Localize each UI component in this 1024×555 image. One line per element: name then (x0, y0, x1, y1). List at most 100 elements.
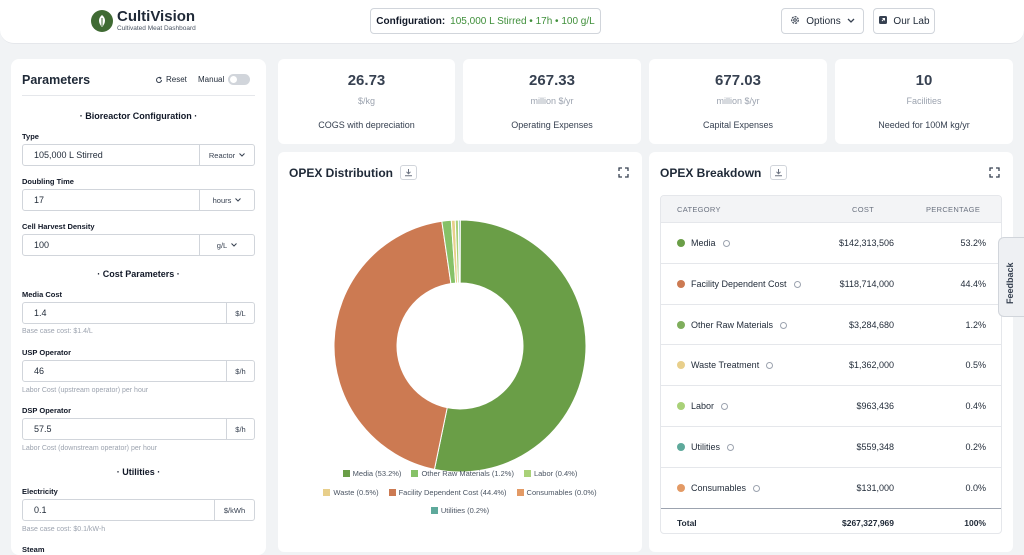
row-percentage: 44.4% (960, 279, 986, 289)
row-cost: $131,000 (856, 483, 894, 493)
legend-swatch (516, 489, 524, 496)
row-percentage: 0.4% (965, 401, 986, 411)
legend-item-consumables[interactable]: Consumables (0.0%) (516, 488, 597, 497)
electricity-hint: Base case cost: $0.1/kW-h (22, 526, 106, 533)
usp-operator-input[interactable]: 46 $/h (22, 360, 255, 382)
fullscreen-icon[interactable] (989, 167, 1000, 178)
media-cost-input[interactable]: 1.4 $/L (22, 302, 255, 324)
doubling-unit-label: hours (212, 195, 232, 205)
configuration-summary: Configuration: 105,000 L Stirred • 17h •… (370, 8, 601, 34)
row-percentage: 53.2% (960, 238, 986, 248)
donut-slice-facility-dependent-cost[interactable] (333, 220, 452, 470)
top-header: CultiVision Cultivated Meat Dashboard Co… (0, 0, 1024, 44)
options-button[interactable]: Options (781, 8, 864, 34)
reactor-unit: Reactor (199, 145, 254, 165)
row-category: Other Raw Materials (691, 320, 774, 330)
manual-toggle[interactable] (228, 74, 251, 85)
info-icon[interactable] (780, 321, 788, 329)
header-cost: COST (852, 205, 875, 214)
our-lab-button[interactable]: Our Lab (873, 8, 935, 34)
doubling-time-label: Doubling Time (22, 177, 74, 186)
reset-button[interactable]: Reset (155, 75, 187, 84)
legend-label: Media (53.2%) (352, 469, 402, 478)
feedback-tab[interactable]: Feedback (998, 237, 1024, 317)
legend-item-facility-dependent-cost[interactable]: Facility Dependent Cost (44.4%) (388, 488, 507, 497)
legend-item-labor[interactable]: Labor (0.4%) (523, 469, 578, 478)
download-button[interactable] (770, 165, 787, 180)
table-row[interactable]: Facility Dependent Cost $118,714,000 44.… (661, 263, 1001, 303)
dsp-operator-unit: $/h (226, 419, 254, 439)
info-icon[interactable] (793, 280, 801, 288)
cell-density-input[interactable]: 100 g/L (22, 234, 255, 256)
category-dot (677, 402, 685, 410)
table-row[interactable]: Other Raw Materials $3,284,680 1.2% (661, 304, 1001, 344)
legend-label: Utilities (0.2%) (440, 506, 490, 515)
info-icon[interactable] (766, 361, 774, 369)
download-button[interactable] (400, 165, 417, 180)
donut-slice-media[interactable] (433, 219, 587, 473)
electricity-value: 0.1 (34, 505, 47, 515)
info-icon[interactable] (727, 443, 735, 451)
row-cost: $1,362,000 (848, 360, 894, 370)
electricity-input[interactable]: 0.1 $/kWh (22, 499, 255, 521)
row-category: Media (691, 238, 716, 248)
app-title: CultiVision (117, 8, 196, 25)
legend-label: Labor (0.4%) (533, 469, 578, 478)
row-percentage: 0.5% (965, 360, 986, 370)
config-value: 105,000 L Stirred • 17h • 100 g/L (450, 15, 595, 27)
legend-label: Other Raw Materials (1.2%) (421, 469, 514, 478)
info-icon[interactable] (722, 239, 730, 247)
legend-item-utilities[interactable]: Utilities (0.2%) (430, 506, 490, 515)
refresh-icon (156, 76, 162, 83)
header-percentage: PERCENTAGE (926, 205, 981, 214)
density-unit-select[interactable]: g/L (199, 235, 254, 255)
total-percentage: 100% (964, 518, 986, 528)
electricity-unit: $/kWh (214, 500, 254, 520)
table-row[interactable]: Utilities $559,348 0.2% (661, 426, 1001, 466)
doubling-unit-select[interactable]: hours (199, 190, 254, 210)
table-row[interactable]: Labor $963,436 0.4% (661, 385, 1001, 425)
dsp-operator-input[interactable]: 57.5 $/h (22, 418, 255, 440)
chevron-down-icon (231, 243, 238, 247)
stat-value: 267.33 (529, 72, 575, 89)
opex-distribution-title: OPEX Distribution (289, 166, 394, 180)
leaf-icon (91, 10, 113, 32)
fullscreen-icon[interactable] (618, 167, 629, 178)
opex-breakdown-panel: OPEX Breakdown CATEGORY COST PERCENTAGE … (649, 152, 1013, 552)
row-category: Facility Dependent Cost (691, 279, 787, 289)
legend-item-media[interactable]: Media (53.2%) (342, 469, 402, 478)
table-row[interactable]: Media $142,313,506 53.2% (661, 222, 1001, 262)
row-category: Labor (691, 401, 715, 411)
info-icon[interactable] (753, 484, 761, 492)
usp-operator-label: USP Operator (22, 348, 72, 357)
legend-item-waste[interactable]: Waste (0.5%) (323, 488, 379, 497)
stat-unit: Facilities (906, 96, 942, 106)
chart-legend-row: Media (53.2%) Other Raw Materials (1.2%)… (278, 469, 642, 478)
row-cost: $118,714,000 (839, 279, 894, 289)
sidebar-header: Parameters Reset Manual (22, 72, 255, 96)
row-percentage: 1.2% (965, 320, 986, 330)
category-dot (677, 484, 685, 492)
feedback-label: Feedback (1005, 262, 1015, 304)
doubling-time-input[interactable]: 17 hours (22, 189, 255, 211)
app-logo[interactable]: CultiVision Cultivated Meat Dashboard (91, 9, 196, 33)
legend-item-other-raw-materials[interactable]: Other Raw Materials (1.2%) (411, 469, 514, 478)
table-header: CATEGORY COST PERCENTAGE (661, 196, 1001, 222)
our-lab-label: Our Lab (893, 15, 930, 27)
table-total-row: Total $267,327,969 100% (661, 508, 1001, 533)
info-icon[interactable] (721, 402, 729, 410)
row-cost: $963,436 (856, 401, 894, 411)
legend-label: Facility Dependent Cost (44.4%) (398, 488, 507, 497)
stat-card-facilities: 10 Facilities Needed for 100M kg/yr (835, 59, 1013, 144)
type-label: Type (22, 132, 39, 141)
usp-operator-unit: $/h (226, 361, 254, 381)
table-row[interactable]: Consumables $131,000 0.0% (661, 467, 1001, 507)
category-dot (677, 321, 685, 329)
header-category: CATEGORY (677, 205, 721, 214)
chevron-down-icon (847, 16, 855, 27)
opex-distribution-panel: OPEX Distribution Media (53.2%) Other Ra… (278, 152, 642, 552)
row-category: Waste Treatment (691, 360, 760, 370)
reactor-type-select[interactable]: 105,000 L Stirred Reactor (22, 144, 255, 166)
table-row[interactable]: Waste Treatment $1,362,000 0.5% (661, 344, 1001, 384)
chart-legend-row: Waste (0.5%) Facility Dependent Cost (44… (278, 488, 642, 497)
